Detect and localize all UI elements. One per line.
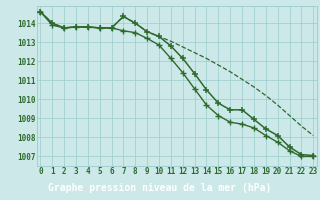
Text: Graphe pression niveau de la mer (hPa): Graphe pression niveau de la mer (hPa) (48, 183, 272, 193)
